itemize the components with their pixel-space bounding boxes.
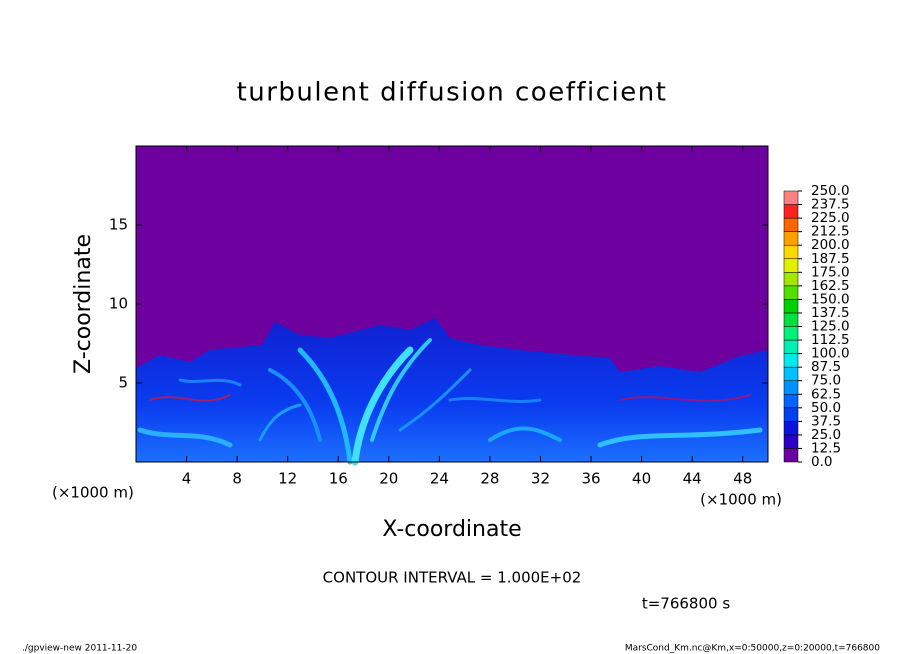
colorbar-label: 12.5 bbox=[811, 440, 841, 456]
colorbar-box bbox=[783, 394, 799, 409]
time-label: t=766800 s bbox=[642, 595, 730, 613]
colorbar-label: 200.0 bbox=[811, 237, 850, 253]
colorbar-label: 75.0 bbox=[811, 373, 841, 389]
colorbar-label: 87.5 bbox=[811, 359, 841, 375]
colorbar-box bbox=[783, 244, 799, 259]
footer-right: MarsCond_Km.nc@Km,x=0:50000,z=0:20000,t=… bbox=[625, 644, 880, 654]
footer-left: ./gpview-new 2011-11-20 bbox=[22, 644, 137, 654]
contour-interval: CONTOUR INTERVAL = 1.000E+02 bbox=[323, 569, 582, 587]
colorbar-box bbox=[783, 312, 799, 327]
colorbar-box bbox=[783, 407, 799, 422]
x-unit: (×1000 m) bbox=[700, 491, 782, 509]
colorbar-label: 37.5 bbox=[811, 413, 841, 429]
colorbar-box bbox=[783, 366, 799, 381]
turbulent-region bbox=[136, 318, 768, 462]
colorbar-label: 62.5 bbox=[811, 386, 841, 402]
colorbar-box bbox=[783, 190, 799, 205]
x-tick-label: 32 bbox=[531, 470, 550, 488]
colorbar-box bbox=[783, 380, 799, 395]
x-tick-label: 12 bbox=[278, 470, 297, 488]
colorbar-box bbox=[783, 421, 799, 436]
colorbar-box bbox=[783, 258, 799, 273]
colorbar-label: 100.0 bbox=[811, 346, 850, 362]
x-tick-label: 4 bbox=[182, 470, 192, 488]
field bbox=[135, 145, 769, 466]
colorbar-label: 162.5 bbox=[811, 278, 850, 294]
chart-title: turbulent diffusion coefficient bbox=[237, 78, 668, 108]
colorbar-label: 250.0 bbox=[811, 183, 850, 199]
field-streaks bbox=[137, 338, 763, 466]
y-tick-label: 10 bbox=[109, 295, 128, 313]
x-tick-label: 36 bbox=[581, 470, 600, 488]
colorbar-box bbox=[783, 299, 799, 314]
colorbar-box bbox=[783, 285, 799, 300]
colorbar-label: 125.0 bbox=[811, 319, 850, 335]
colorbar-label: 137.5 bbox=[811, 305, 850, 321]
x-tick-label: 48 bbox=[733, 470, 752, 488]
colorbar-box bbox=[783, 434, 799, 449]
colorbar-label: 50.0 bbox=[811, 400, 841, 416]
x-tick-label: 40 bbox=[632, 470, 651, 488]
x-tick-label: 16 bbox=[329, 470, 348, 488]
colorbar-label: 187.5 bbox=[811, 251, 850, 267]
colorbar-label: 0.0 bbox=[811, 454, 832, 470]
y-axis-label: Z-coordinate bbox=[71, 234, 96, 374]
colorbar-box bbox=[783, 204, 799, 219]
x-axis-label: X-coordinate bbox=[382, 517, 521, 542]
colorbar-label: 225.0 bbox=[811, 210, 850, 226]
colorbar-box bbox=[783, 326, 799, 341]
colorbar-box bbox=[783, 272, 799, 287]
colorbar-box bbox=[783, 339, 799, 354]
colorbar-box bbox=[783, 448, 799, 463]
x-tick-label: 20 bbox=[379, 470, 398, 488]
colorbar-label: 175.0 bbox=[811, 264, 850, 280]
x-tick-label: 28 bbox=[480, 470, 499, 488]
colorbar-label: 112.5 bbox=[811, 332, 850, 348]
colorbar-label: 237.5 bbox=[811, 197, 850, 213]
y-tick-label: 5 bbox=[118, 374, 128, 392]
colorbar-label: 212.5 bbox=[811, 224, 850, 240]
y-unit: (×1000 m) bbox=[52, 484, 134, 502]
x-tick-label: 24 bbox=[430, 470, 449, 488]
colorbar-box bbox=[783, 231, 799, 246]
y-tick-label: 15 bbox=[109, 216, 128, 234]
colorbar-label: 25.0 bbox=[811, 427, 841, 443]
colorbar-box bbox=[783, 353, 799, 368]
x-tick-label: 44 bbox=[683, 470, 702, 488]
x-tick-label: 8 bbox=[232, 470, 242, 488]
colorbar-box bbox=[783, 217, 799, 232]
colorbar-label: 150.0 bbox=[811, 291, 850, 307]
